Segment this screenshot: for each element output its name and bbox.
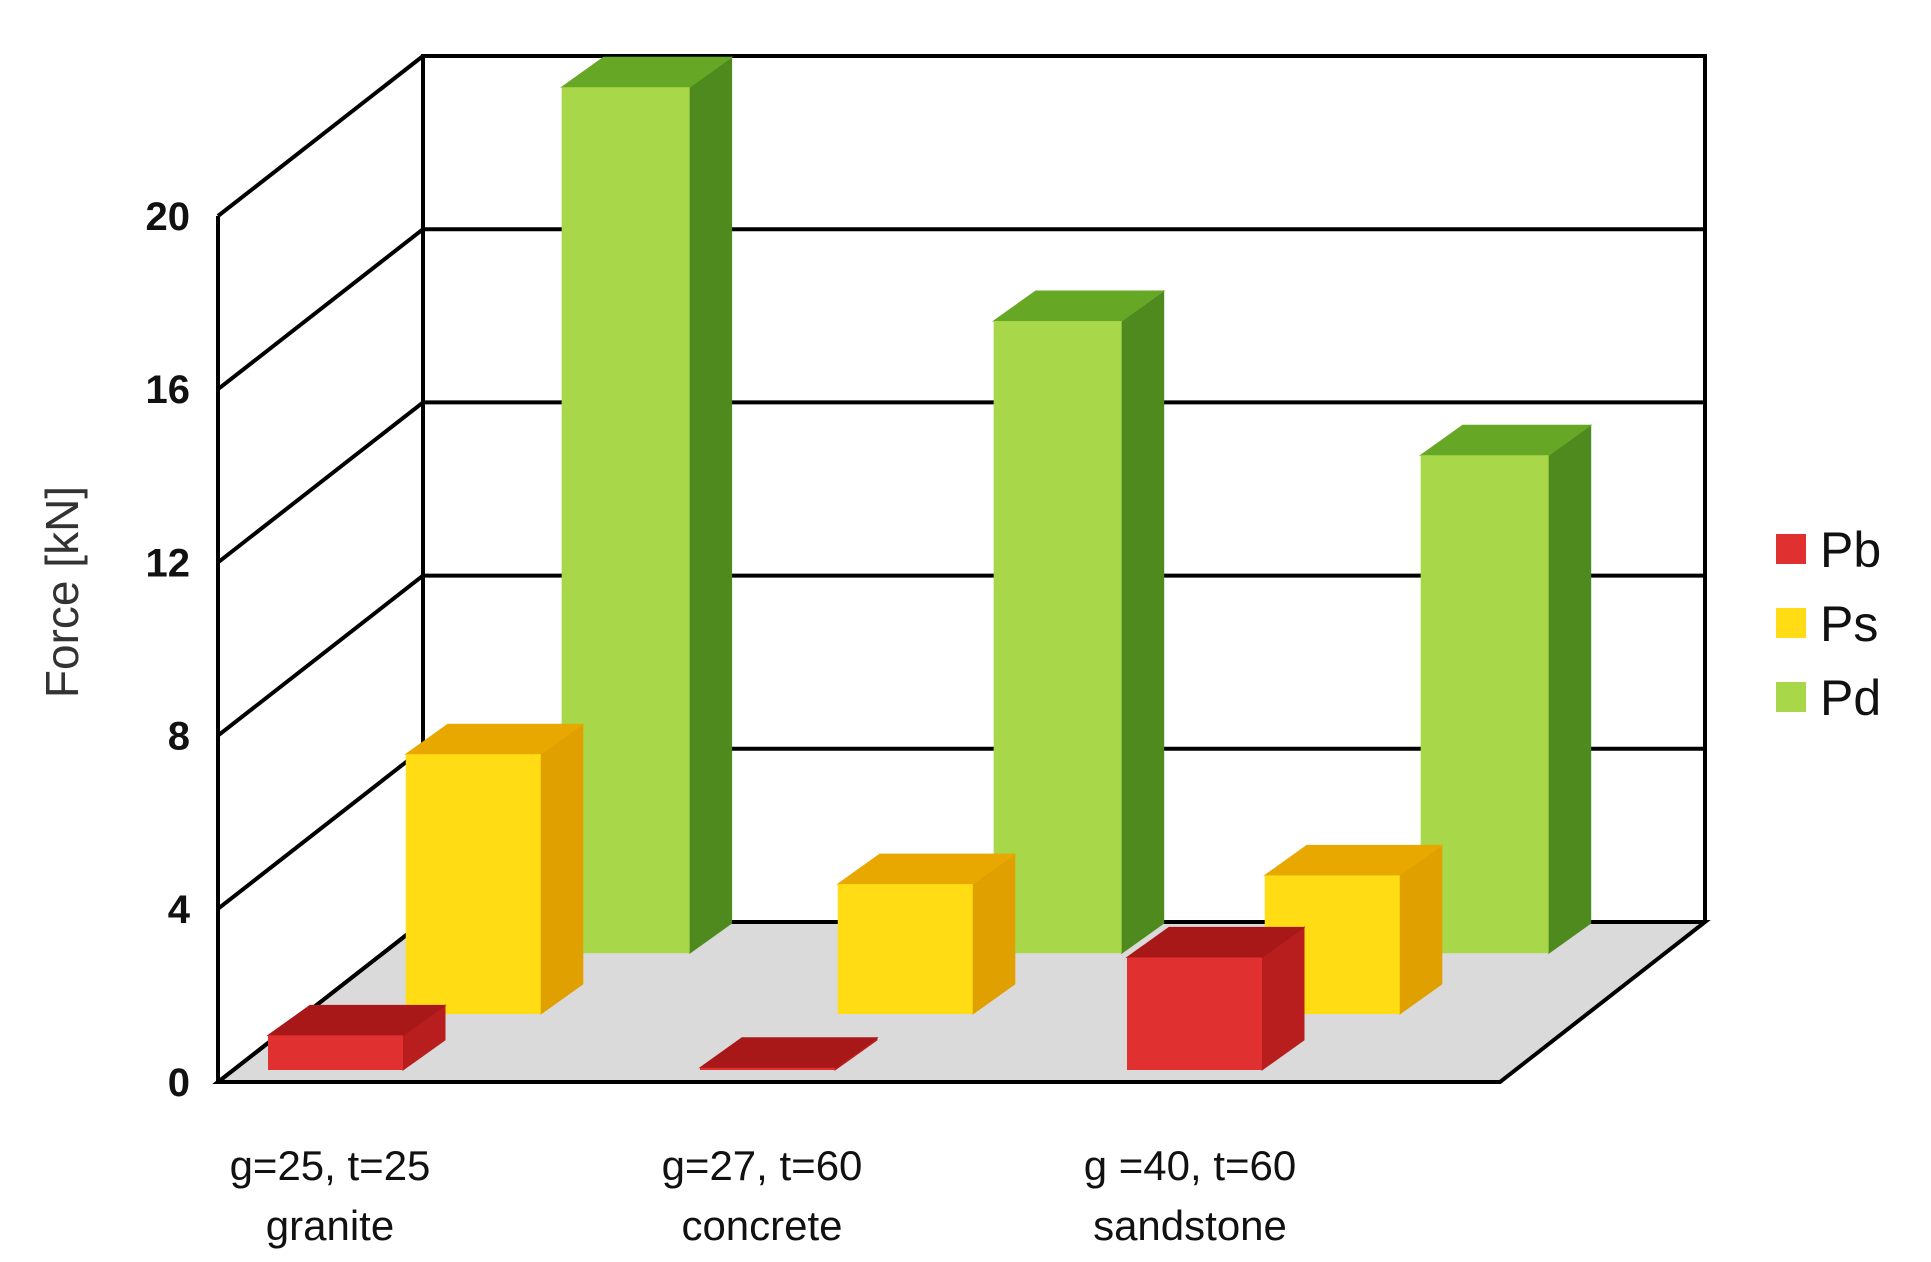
bar-top-ps-cat2	[1263, 844, 1444, 876]
y-tick-label-0: 0	[168, 1061, 190, 1105]
bar-top-pd-cat1	[992, 290, 1166, 322]
x-tick-label-0-line1: g=25, t=25	[230, 1142, 431, 1189]
left-wall-gridline-5	[216, 54, 425, 218]
bar-front-ps-cat1[interactable]	[837, 884, 973, 1014]
left-wall-gridline-1	[216, 747, 425, 911]
left-wall-gridline-0	[216, 920, 425, 1084]
legend-label-ps: Ps	[1820, 596, 1878, 652]
y-axis-title: Force [kN]	[36, 486, 88, 698]
left-wall-gridline-3	[216, 400, 425, 564]
y-tick-label-1: 4	[168, 888, 191, 932]
y-tick-label-4: 16	[146, 368, 191, 412]
left-wall-gridline-4	[216, 227, 425, 391]
bar-top-pb-cat1	[698, 1037, 879, 1069]
legend-label-pb: Pb	[1820, 522, 1881, 578]
bar-side-pd-cat2	[1548, 424, 1592, 955]
bar-side-pd-cat0	[689, 56, 733, 955]
legend-label-pd: Pd	[1820, 670, 1881, 726]
bar-front-ps-cat0[interactable]	[405, 754, 541, 1014]
left-wall-gridline-2	[216, 574, 425, 738]
x-tick-label-2-line2: sandstone	[1093, 1202, 1287, 1249]
bar-top-pb-cat2	[1125, 926, 1306, 958]
bar-side-ps-cat0	[540, 723, 584, 1015]
legend-swatch-pb	[1776, 534, 1806, 564]
x-tick-label-2-line1: g =40, t=60	[1084, 1142, 1297, 1189]
y-tick-label-2: 8	[168, 715, 190, 759]
legend-swatch-pd	[1776, 682, 1806, 712]
x-tick-label-1-line2: concrete	[681, 1202, 842, 1249]
bar-front-pb-cat2[interactable]	[1127, 957, 1262, 1070]
bar-front-pb-cat1[interactable]	[700, 1067, 835, 1070]
y-tick-label-3: 12	[146, 541, 191, 585]
bar-front-pd-cat1[interactable]	[993, 321, 1122, 954]
bar-side-pd-cat1	[1121, 290, 1165, 955]
legend-swatch-ps	[1776, 608, 1806, 638]
y-tick-label-5: 20	[146, 195, 191, 239]
bar-front-pb-cat0[interactable]	[268, 1035, 403, 1070]
x-tick-label-0-line2: granite	[266, 1202, 394, 1249]
x-tick-label-1-line1: g=27, t=60	[662, 1142, 863, 1189]
